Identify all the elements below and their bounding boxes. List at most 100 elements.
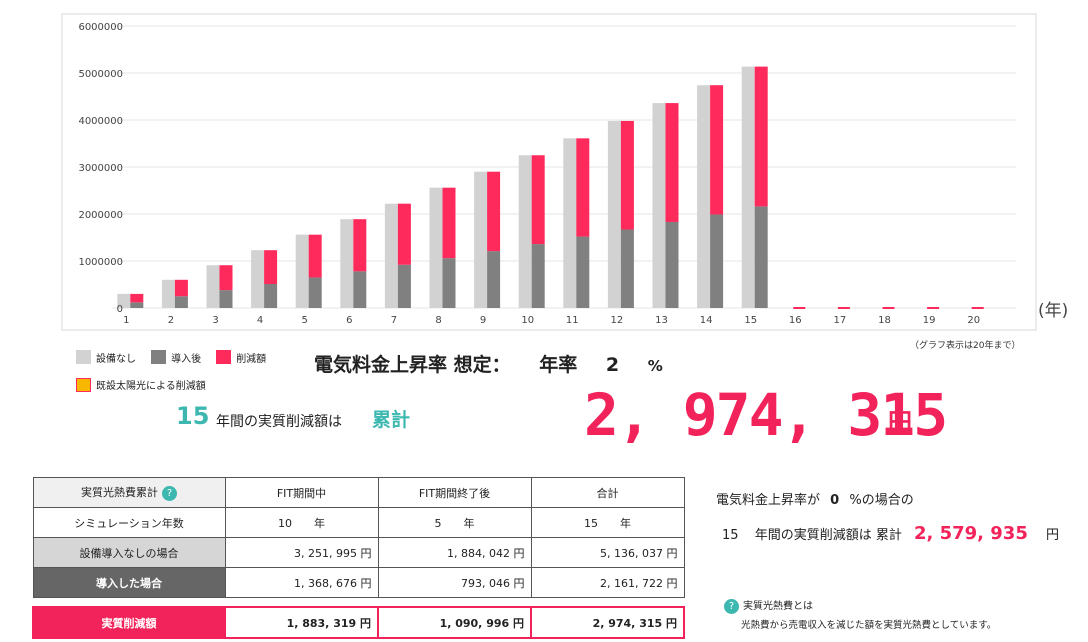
help-icon[interactable]: ? [162,485,177,501]
help-icon[interactable]: ? [724,598,739,614]
bar-saving [971,307,984,309]
plot-frame [61,13,1037,331]
x-tick-label: 11 [566,315,579,326]
rate-value: 2 [605,354,620,376]
rate-prefix: 年率 [539,354,578,376]
side-line1b: %の場合の [849,493,914,508]
bar-after [174,296,188,308]
table-cell: 15 年 [530,507,685,538]
legend-swatch-solar [76,377,91,392]
bar-none [652,103,666,308]
bar-none [117,293,131,308]
side-years: 15 [722,528,739,543]
headline-amount: 2, 974, 315 [584,381,948,449]
bar-none [206,265,220,308]
bar-after [219,290,233,308]
y-tick-label: 5000000 [78,69,123,80]
x-tick-label: 9 [480,315,486,326]
x-tick-label: 12 [611,315,624,326]
bar-none [251,250,265,308]
y-tick-label: 2000000 [78,210,123,221]
rate-assumption-label: 電気料金上昇率 想定： [314,354,511,376]
table-row: 導入した場合 1, 368, 676 円 793, 046 円 2, 161, … [32,567,685,598]
bar-saving [754,66,768,207]
bar-after [754,206,768,308]
bar-saving [531,155,545,245]
table-cell: 1, 884, 042 円 [377,537,532,568]
table-cell: 5 年 [377,507,532,538]
side-rate-line: 電気料金上昇率が 0 %の場合の [716,489,914,508]
note-body: 光熱費から売電収入を減じた額を実質光熱費としています。 [741,619,997,631]
table-cell: 2, 161, 722 円 [530,567,685,598]
bar-after [576,236,590,308]
x-tick-label: 10 [521,315,534,326]
row-label: 実質削減額 [32,606,226,639]
headline-cumulative: 累計 [372,409,411,431]
bar-none [607,120,621,308]
table-row: 設備導入なしの場合 3, 251, 995 円 1, 884, 042 円 5,… [32,537,685,568]
table-cell: 2, 974, 315 円 [530,606,685,639]
bar-after [531,244,545,308]
table-cell: 3, 251, 995 円 [224,537,379,568]
bar-none [161,279,175,308]
year-unit-label: (年) [1038,301,1069,321]
bar-saving [710,85,724,215]
x-tick-label: 18 [878,315,891,326]
x-tick-label: 16 [789,315,802,326]
bar-after [487,251,501,308]
bar-after [353,271,367,308]
table-header-label: 実質光熱費累計? [32,477,226,508]
x-tick-label: 14 [700,315,713,326]
legend-swatch-saving [216,350,232,364]
bar-none [384,203,398,308]
bar-saving [882,307,895,309]
bar-none [474,171,488,308]
bar-none [295,234,309,308]
table-row-saving: 実質削減額 1, 883, 319 円 1, 090, 996 円 2, 974… [32,606,685,639]
bar-after [264,284,278,308]
bar-saving [620,120,634,230]
legend: 設備なし 導入後 削減額 [76,349,276,368]
table-cell: 5, 136, 037 円 [530,537,685,568]
legend-label-saving: 削減額 [236,353,267,365]
bar-saving [219,265,233,291]
headline-text: 年間の実質削減額は [216,414,342,430]
legend-label-after: 導入後 [171,353,202,365]
bar-saving [837,307,850,309]
x-tick-label: 5 [302,315,308,326]
side-rate: 0 [830,493,840,508]
bar-saving [793,307,806,309]
bar-saving [264,250,278,285]
bar-saving [353,219,367,272]
bar-saving [927,307,940,309]
bar-after [130,302,144,308]
table-header-row: 実質光熱費累計? FIT期間中 FIT期間終了後 合計 [32,477,685,508]
rate-assumption: 電気料金上昇率 想定： 年率 2 % [314,350,663,377]
legend-swatch-after [151,350,167,364]
y-tick-label: 6000000 [78,22,123,33]
summary-table: 実質光熱費累計? FIT期間中 FIT期間終了後 合計 シミュレーション年数 1… [32,477,685,639]
rate-unit: % [647,357,663,375]
bar-saving [665,103,679,222]
bar-after [308,277,322,308]
x-tick-label: 3 [212,315,218,326]
legend-label-solar: 既設太陽光による削減額 [96,381,206,392]
side-amount: 2, 579, 935 [913,523,1028,544]
x-tick-label: 15 [744,315,757,326]
bar-after [665,221,679,308]
x-tick-label: 17 [834,315,847,326]
y-tick-label: 4000000 [78,116,123,127]
legend-item-none: 設備なし [76,350,136,365]
legend-item-solar: 既設太陽光による削減額 [76,377,206,392]
row-label: 導入した場合 [32,567,226,598]
x-tick-label: 7 [391,315,397,326]
bar-after [710,214,724,308]
bar-none [340,219,354,308]
x-tick-label: 20 [967,315,980,326]
y-tick-label: 1000000 [78,257,123,268]
bar-saving [308,234,322,278]
side-unit: 円 [1046,528,1060,543]
bar-none [741,66,755,308]
legend-label-none: 設備なし [96,353,136,365]
bar-saving [442,187,456,259]
